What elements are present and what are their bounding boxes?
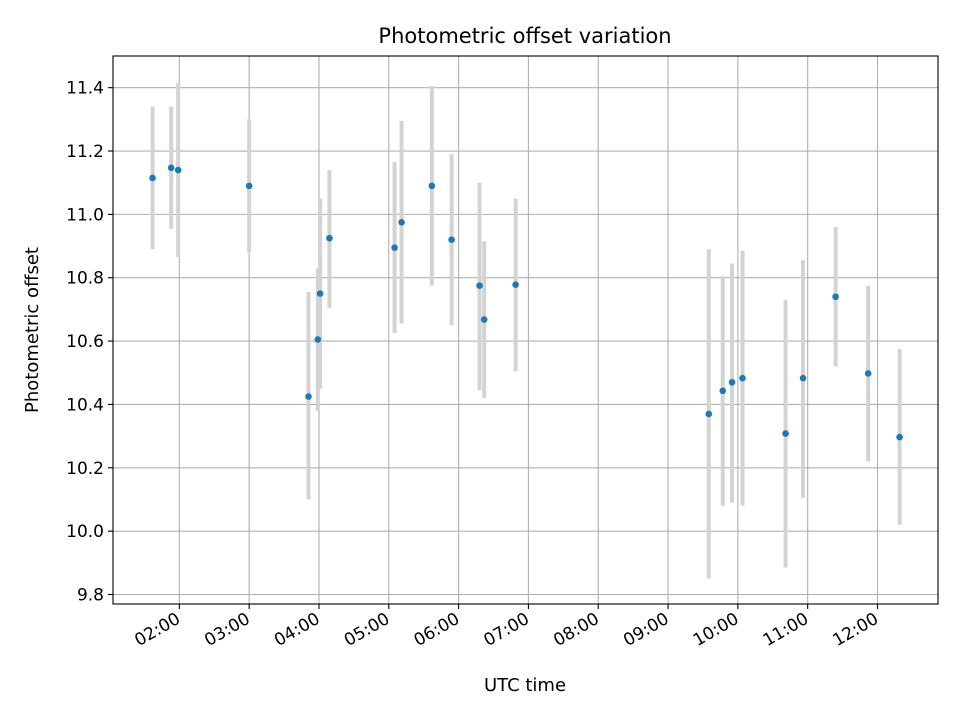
- y-tick-label: 10.6: [66, 332, 104, 352]
- data-point: [705, 410, 713, 418]
- data-point: [305, 393, 312, 400]
- data-point: [448, 236, 455, 244]
- plot-frame: [112, 55, 939, 605]
- data-point: [782, 430, 789, 437]
- y-axis-label: Photometric offset: [22, 247, 43, 413]
- data-point: [799, 374, 807, 382]
- data-points: [149, 164, 903, 441]
- chart-title: Photometric offset variation: [378, 24, 671, 48]
- data-point: [832, 293, 839, 301]
- data-point: [149, 174, 156, 182]
- data-point: [512, 281, 519, 289]
- data-point: [728, 378, 736, 386]
- y-tick-label: 10.4: [66, 395, 104, 415]
- data-point: [739, 374, 746, 382]
- data-point: [314, 336, 322, 343]
- y-tick-label: 10.2: [66, 459, 104, 479]
- data-point: [326, 234, 333, 242]
- data-point: [167, 164, 175, 172]
- data-point: [398, 219, 405, 226]
- data-point: [864, 370, 872, 377]
- y-axis-ticks: 9.8 10.0 10.2 10.4 10.6 10.8 11.0 11.2 11.4: [66, 79, 113, 605]
- y-tick-label: 11.4: [66, 79, 104, 99]
- data-point: [316, 290, 324, 297]
- grid: [113, 56, 938, 604]
- data-point: [428, 182, 436, 190]
- data-point: [719, 387, 727, 395]
- y-tick-label: 10.0: [66, 522, 104, 542]
- y-tick-label: 11.0: [66, 205, 104, 225]
- y-tick-label: 10.8: [66, 269, 104, 289]
- data-point: [245, 182, 253, 190]
- x-axis-label: UTC time: [484, 675, 566, 696]
- data-point: [476, 282, 483, 289]
- plot-area: [113, 56, 938, 604]
- y-tick-label: 9.8: [77, 585, 104, 605]
- data-point: [480, 316, 488, 323]
- y-tick-label: 11.2: [66, 142, 104, 162]
- data-point: [391, 244, 398, 251]
- data-point: [896, 433, 903, 441]
- data-point: [174, 166, 182, 174]
